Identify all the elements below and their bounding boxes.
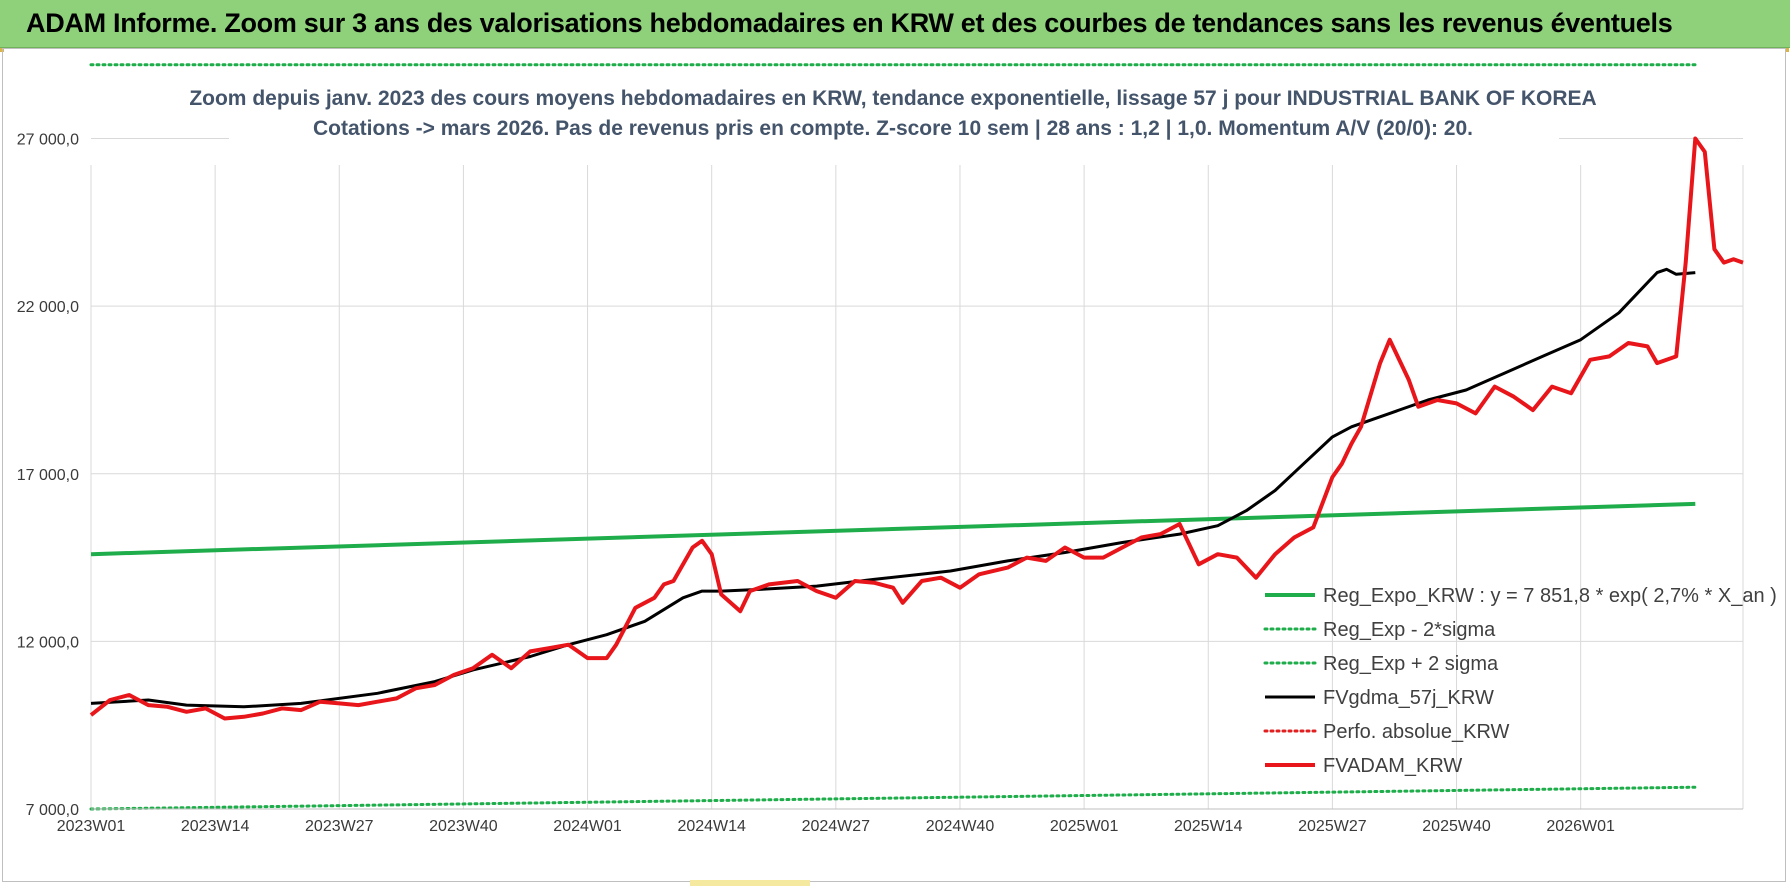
grid-layer	[90, 138, 1744, 810]
legend-label-3: FVgdma_57j_KRW	[1323, 687, 1494, 709]
x-tick-label: 2025W01	[1050, 818, 1119, 835]
axis-layer: 7 000,0 12 000,0 17 000,0 22 000,0 27 000,0 2…	[17, 132, 1743, 835]
x-tick-label: 2025W40	[1422, 818, 1491, 835]
x-tick-label: 2024W40	[926, 818, 995, 835]
series-line-0	[90, 501, 1696, 557]
x-tick-label: 2023W40	[429, 818, 498, 835]
y-tick-label: 27 000,0	[17, 132, 79, 149]
legend-label-4: Perfo. absolue_KRW	[1323, 721, 1510, 743]
chart-subtitle-line-1: Zoom depuis janv. 2023 des cours moyens …	[189, 87, 1596, 110]
y-tick-label: 22 000,0	[17, 299, 79, 316]
x-tick-label: 2023W01	[57, 818, 126, 835]
x-tick-label: 2025W14	[1174, 818, 1243, 835]
x-tick-label: 2023W27	[305, 818, 374, 835]
frame-corner-right	[1785, 48, 1789, 52]
chart-frame: 7 000,0 12 000,0 17 000,0 22 000,0 27 000,0 2…	[2, 48, 1786, 882]
series-layer	[89, 63, 1744, 811]
subtitle-background	[229, 75, 1559, 147]
x-tick-label: 2024W27	[802, 818, 871, 835]
chart-legend: Reg_Expo_KRW : y = 7 851,8 * exp( 2,7% *…	[1263, 585, 1777, 777]
report-banner: ADAM Informe. Zoom sur 3 ans des valoris…	[0, 0, 1790, 48]
legend-label-1: Reg_Exp - 2*sigma	[1323, 619, 1496, 641]
x-tick-label: 2025W27	[1298, 818, 1367, 835]
series-line-1	[89, 785, 1697, 811]
chart-subtitle-line-2: Cotations -> mars 2026. Pas de revenus p…	[313, 117, 1473, 140]
legend-label-0: Reg_Expo_KRW : y = 7 851,8 * exp( 2,7% *…	[1323, 585, 1777, 607]
chart-svg: 7 000,0 12 000,0 17 000,0 22 000,0 27 000,0 2…	[17, 63, 1777, 835]
bottom-marker	[690, 880, 810, 886]
x-tick-label: 2024W01	[553, 818, 622, 835]
y-tick-label: 7 000,0	[26, 802, 79, 819]
legend-label-2: Reg_Exp + 2 sigma	[1323, 653, 1499, 675]
x-tick-label: 2024W14	[677, 818, 746, 835]
legend-label-5: FVADAM_KRW	[1323, 755, 1462, 777]
x-tick-label: 2026W01	[1546, 818, 1615, 835]
report-title: ADAM Informe. Zoom sur 3 ans des valoris…	[26, 8, 1673, 38]
y-tick-label: 17 000,0	[17, 467, 79, 484]
x-tick-label: 2023W14	[181, 818, 250, 835]
y-tick-label: 12 000,0	[17, 634, 79, 651]
series-line-5	[89, 136, 1744, 721]
